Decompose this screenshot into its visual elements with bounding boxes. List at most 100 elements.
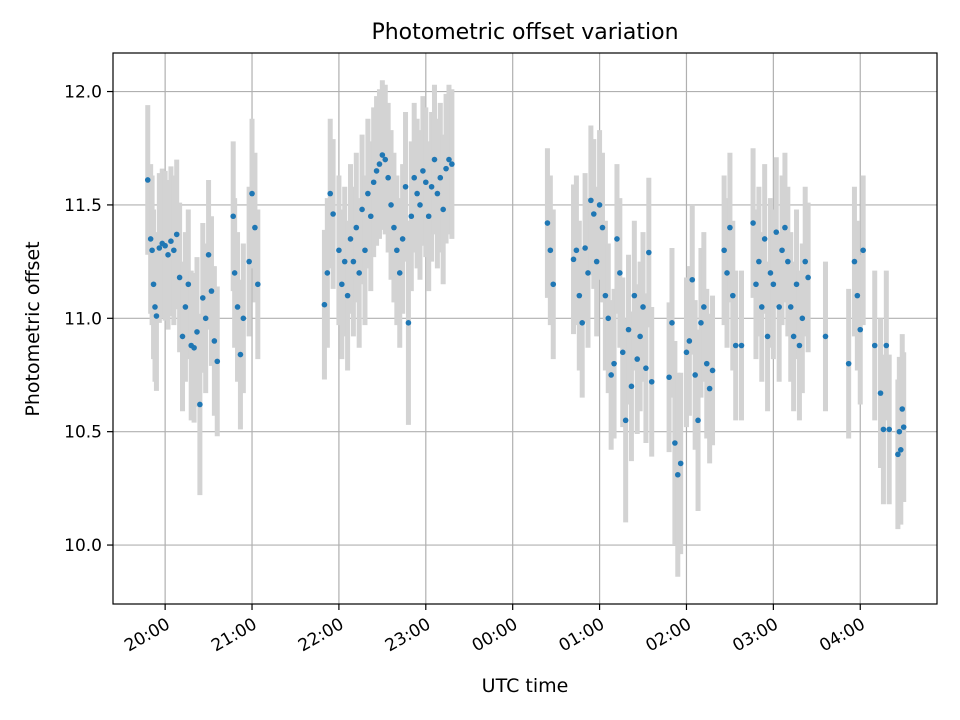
data-point	[394, 247, 400, 254]
data-point	[602, 292, 609, 299]
data-point	[199, 295, 206, 301]
data-point	[168, 238, 174, 245]
data-point	[341, 258, 348, 265]
data-point	[753, 281, 759, 288]
data-point	[379, 152, 386, 158]
data-point	[152, 304, 158, 310]
data-point	[886, 426, 893, 433]
data-point	[437, 174, 444, 181]
data-point	[588, 197, 594, 204]
data-point	[544, 220, 551, 226]
data-point	[367, 213, 374, 220]
data-point	[709, 367, 716, 374]
data-point	[860, 247, 866, 254]
data-point	[730, 292, 736, 299]
data-point	[214, 358, 221, 365]
data-point	[593, 258, 600, 265]
data-point	[692, 372, 698, 378]
chart-title: Photometric offset variation	[371, 20, 678, 45]
y-tick-label: 11.5	[64, 196, 102, 216]
data-point	[646, 249, 652, 256]
data-point	[871, 342, 878, 349]
data-point	[147, 236, 154, 242]
data-point	[683, 349, 690, 356]
data-point	[417, 202, 423, 208]
data-points	[144, 152, 907, 478]
data-point	[446, 156, 452, 163]
data-point	[414, 190, 420, 197]
data-point	[611, 360, 617, 367]
data-point	[373, 168, 380, 174]
data-point	[782, 224, 788, 231]
data-point	[153, 313, 160, 319]
data-point	[761, 236, 768, 242]
data-point	[787, 304, 794, 310]
data-point	[423, 179, 429, 186]
data-point	[590, 211, 597, 217]
data-point	[605, 315, 612, 322]
data-point	[431, 156, 438, 163]
data-point	[802, 258, 809, 265]
data-point	[822, 333, 829, 340]
data-point	[249, 190, 255, 197]
data-point	[411, 174, 418, 181]
data-point	[194, 329, 200, 335]
data-point	[895, 451, 901, 458]
data-point	[677, 460, 684, 467]
data-point	[179, 333, 186, 340]
data-point	[877, 390, 884, 396]
data-point	[234, 304, 241, 310]
data-point	[790, 333, 797, 340]
data-point	[756, 258, 762, 265]
data-point	[619, 349, 626, 356]
data-point	[805, 274, 811, 281]
data-point	[695, 417, 701, 424]
data-point	[785, 258, 791, 265]
data-point	[880, 426, 887, 433]
data-point	[573, 247, 580, 254]
data-point	[396, 270, 403, 276]
data-point	[706, 385, 713, 392]
data-point	[165, 252, 171, 258]
data-point	[202, 315, 209, 322]
data-point	[347, 236, 354, 242]
data-point	[900, 424, 907, 430]
data-point	[547, 247, 554, 254]
data-point	[776, 304, 782, 310]
data-point	[353, 224, 360, 231]
y-axis-ticks: 10.0 10.5 11.0 11.5 12.0	[64, 83, 113, 556]
data-point	[845, 360, 852, 367]
data-point	[350, 258, 357, 265]
data-point	[388, 202, 394, 208]
data-point	[402, 183, 409, 190]
data-point	[758, 304, 765, 310]
data-point	[854, 292, 861, 299]
data-point	[240, 315, 247, 322]
data-point	[449, 161, 455, 167]
data-point	[899, 406, 906, 412]
data-point	[585, 270, 591, 276]
data-point	[428, 183, 435, 190]
data-point	[799, 315, 806, 322]
data-point	[779, 247, 785, 254]
data-point	[701, 304, 707, 310]
data-point	[327, 190, 334, 197]
data-point	[191, 344, 197, 351]
data-point	[672, 440, 678, 446]
data-point	[365, 190, 371, 197]
data-point	[149, 247, 155, 254]
data-point	[173, 231, 180, 238]
data-point	[750, 220, 756, 226]
data-point	[420, 168, 426, 174]
data-point	[896, 428, 903, 435]
data-point	[205, 252, 212, 258]
data-point	[637, 333, 643, 340]
data-point	[162, 242, 168, 249]
data-point	[698, 320, 704, 326]
data-point	[724, 270, 730, 276]
data-point	[614, 236, 620, 242]
data-point	[796, 342, 803, 349]
data-point	[686, 338, 693, 344]
data-point	[773, 229, 780, 235]
